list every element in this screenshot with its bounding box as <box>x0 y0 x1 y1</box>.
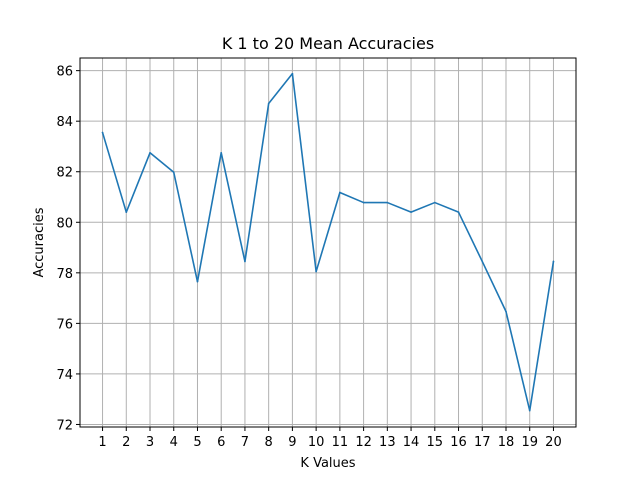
data-point <box>339 191 341 194</box>
series-layer <box>101 72 555 412</box>
x-tick-label: 12 <box>355 435 372 450</box>
x-tick-label: 3 <box>146 435 154 450</box>
x-axis-label: K Values <box>300 456 355 471</box>
x-tick-label: 20 <box>545 435 562 450</box>
data-point <box>433 201 436 204</box>
data-point <box>481 260 484 263</box>
y-tick-label: 76 <box>56 317 73 332</box>
series-line <box>101 72 555 412</box>
x-tick-label: 13 <box>379 435 396 450</box>
data-point <box>528 409 531 412</box>
y-tick-label: 82 <box>56 166 73 181</box>
x-tick-label: 6 <box>217 435 225 450</box>
plot-frame <box>79 57 577 428</box>
x-tick-label: 18 <box>498 435 515 450</box>
x-tick-label: 9 <box>288 435 296 450</box>
data-point <box>125 211 128 213</box>
data-point <box>244 260 246 263</box>
x-tick-label: 8 <box>265 435 273 450</box>
x-tick-label: 1 <box>98 435 106 450</box>
data-point <box>220 151 223 154</box>
x-tick-label: 19 <box>521 435 538 450</box>
data-point <box>149 151 151 154</box>
data-point <box>196 280 199 283</box>
data-point <box>172 171 175 174</box>
data-point <box>410 211 412 213</box>
x-tick-label: 17 <box>474 435 491 450</box>
x-tick-label: 7 <box>241 435 249 450</box>
x-tick-label: 10 <box>308 435 325 450</box>
x-tick-label: 15 <box>427 435 444 450</box>
x-tick-label: 4 <box>170 435 178 450</box>
y-tick-label: 72 <box>56 418 73 433</box>
ticks: 1 2 3 4 5 6 7 8 9 10 11 12 13 14 15 16 17 18 19 20727476788… <box>56 65 561 450</box>
y-tick-label: 78 <box>56 267 73 282</box>
x-tick-label: 5 <box>193 435 201 450</box>
y-tick-label: 84 <box>56 115 73 130</box>
chart-title: K 1 to 20 Mean Accuracies <box>222 34 434 53</box>
data-point <box>291 72 294 75</box>
data-point <box>315 270 317 273</box>
data-point <box>362 201 365 204</box>
x-tick-label: 11 <box>332 435 349 450</box>
y-tick-label: 74 <box>56 368 73 383</box>
data-point <box>101 131 104 134</box>
x-tick-label: 16 <box>450 435 467 450</box>
data-point <box>386 201 389 204</box>
x-tick-label: 2 <box>122 435 130 450</box>
data-point <box>552 260 555 263</box>
data-point <box>505 310 507 313</box>
y-axis-label: Accuracies <box>32 207 47 277</box>
grid <box>80 58 576 427</box>
data-point <box>267 102 270 105</box>
y-tick-label: 80 <box>56 216 73 231</box>
y-tick-label: 86 <box>56 65 73 80</box>
data-point <box>457 211 460 213</box>
x-tick-label: 14 <box>403 435 420 450</box>
